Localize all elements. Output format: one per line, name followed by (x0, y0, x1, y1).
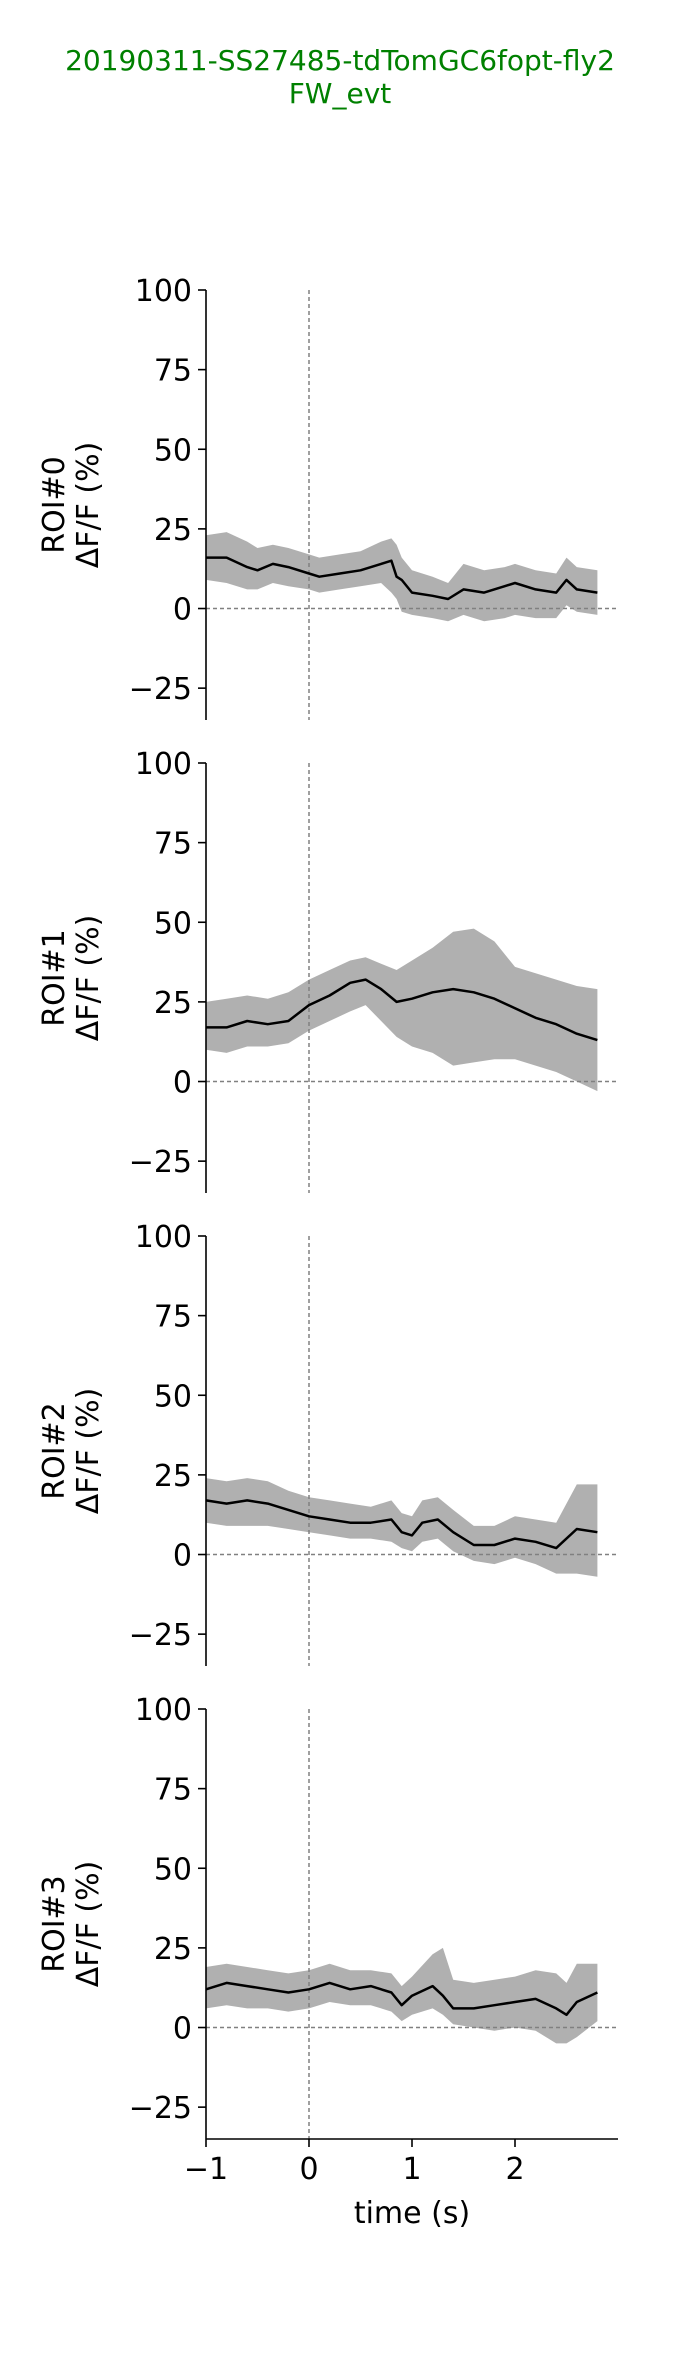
x-tick-label: 2 (505, 2152, 524, 2187)
y-tick-label: 25 (154, 1459, 192, 1494)
figure-title-line-1: 20190311-SS27485-tdTomGC6fopt-fly2 (65, 44, 615, 77)
x-axis-label: time (s) (354, 2196, 470, 2231)
y-tick-label: 25 (154, 1932, 192, 1967)
roi-panel-2: 100 75 50 25 0 −25 ROI#2ΔF/F (%) (37, 1220, 618, 1666)
y-tick-label: 50 (154, 433, 192, 468)
y-axis-label: ROI#2ΔF/F (%) (37, 1388, 106, 1515)
y-tick-label: 75 (154, 827, 192, 862)
y-axis-label-line: ROI#0 (37, 456, 72, 554)
y-tick-label: 75 (154, 354, 192, 389)
y-axis-label: ROI#0ΔF/F (%) (37, 442, 106, 569)
y-tick-label: 100 (135, 1220, 192, 1255)
y-tick-label: 0 (173, 593, 192, 628)
y-axis-label-line: ROI#2 (37, 1402, 72, 1500)
y-axis-label-line: ROI#1 (37, 929, 72, 1027)
roi-panel-3: 100 75 50 25 0 −25 ROI#3ΔF/F (%) −1 0 1 2 time (s) (37, 1693, 618, 2231)
y-axis-label-line: ΔF/F (%) (71, 1388, 106, 1515)
y-tick-label: 75 (154, 1773, 192, 1808)
mean-trace-line (205, 1499, 598, 1550)
y-axis-label: ROI#3ΔF/F (%) (37, 1861, 106, 1988)
y-tick-label: 25 (154, 513, 192, 548)
y-tick-label: 100 (135, 274, 192, 309)
y-tick-label: 50 (154, 1852, 192, 1887)
y-axis-label-line: ΔF/F (%) (71, 915, 106, 1042)
y-tick-label: −25 (129, 2091, 192, 2126)
mean-trace-line (206, 556, 598, 601)
sem-band (206, 928, 598, 1092)
y-tick-label: 0 (173, 1066, 192, 1101)
y-axis-label: ROI#1ΔF/F (%) (37, 915, 106, 1042)
y-axis-label-line: ROI#3 (37, 1875, 72, 1973)
y-tick-label: −25 (129, 1145, 192, 1180)
y-tick-label: 100 (135, 1693, 192, 1728)
figure-title: 20190311-SS27485-tdTomGC6fopt-fly2 FW_ev… (0, 44, 680, 110)
y-tick-label: −25 (129, 1618, 192, 1653)
y-tick-label: 0 (173, 1539, 192, 1574)
y-tick-label: 0 (173, 2012, 192, 2047)
sem-band (206, 1947, 598, 2044)
x-tick-label: 1 (402, 2152, 421, 2187)
sem-band (206, 1478, 598, 1577)
y-tick-label: 100 (135, 747, 192, 782)
y-tick-label: −25 (129, 672, 192, 707)
figure-title-line-2: FW_evt (288, 77, 392, 110)
mean-trace-line (206, 978, 598, 1042)
roi-panel-0: 100 75 50 25 0 −25 ROI#0ΔF/F (%) (37, 274, 618, 720)
roi-panel-1: 100 75 50 25 0 −25 ROI#1ΔF/F (%) (37, 747, 618, 1193)
y-tick-label: 75 (154, 1300, 192, 1335)
y-tick-label: 50 (154, 1379, 192, 1414)
x-tick-label: −1 (184, 2152, 228, 2187)
y-axis-label-line: ΔF/F (%) (71, 1861, 106, 1988)
y-axis-label-line: ΔF/F (%) (71, 442, 106, 569)
y-tick-label: 25 (154, 986, 192, 1021)
y-tick-label: 50 (154, 906, 192, 941)
x-tick-label: 0 (299, 2152, 318, 2187)
mean-trace-line (205, 1981, 598, 2017)
sem-band (206, 532, 598, 622)
